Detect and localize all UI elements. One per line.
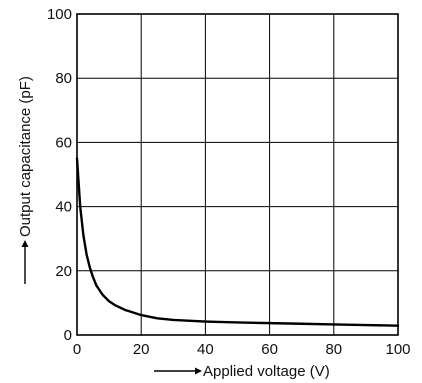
x-tick-label: 80	[325, 341, 342, 358]
x-axis-ticks: 0 20 40 60 80 100	[73, 341, 411, 358]
x-tick-label: 40	[197, 341, 214, 358]
x-axis-arrow-head	[195, 367, 202, 375]
plot-frame	[76, 13, 399, 336]
x-axis-title: Applied voltage (V)	[154, 363, 330, 380]
y-axis-ticks: 0 20 40 60 80 100	[47, 6, 72, 344]
y-axis-arrow-head	[21, 240, 29, 247]
y-tick-label: 80	[55, 70, 72, 87]
x-tick-label: 0	[73, 341, 81, 358]
y-axis-title: Output capacitance (pF)	[17, 76, 34, 284]
x-axis-label: Applied voltage (V)	[203, 363, 330, 380]
y-axis-label: Output capacitance (pF)	[17, 76, 34, 237]
x-tick-label: 60	[261, 341, 278, 358]
y-tick-label: 40	[55, 199, 72, 216]
y-tick-label: 20	[55, 263, 72, 280]
x-tick-label: 100	[385, 341, 410, 358]
y-tick-label: 0	[64, 327, 72, 344]
capacitance-curve	[75, 157, 400, 327]
y-tick-label: 100	[47, 6, 72, 23]
x-tick-label: 20	[133, 341, 150, 358]
y-tick-label: 60	[55, 134, 72, 151]
grid	[77, 14, 398, 335]
